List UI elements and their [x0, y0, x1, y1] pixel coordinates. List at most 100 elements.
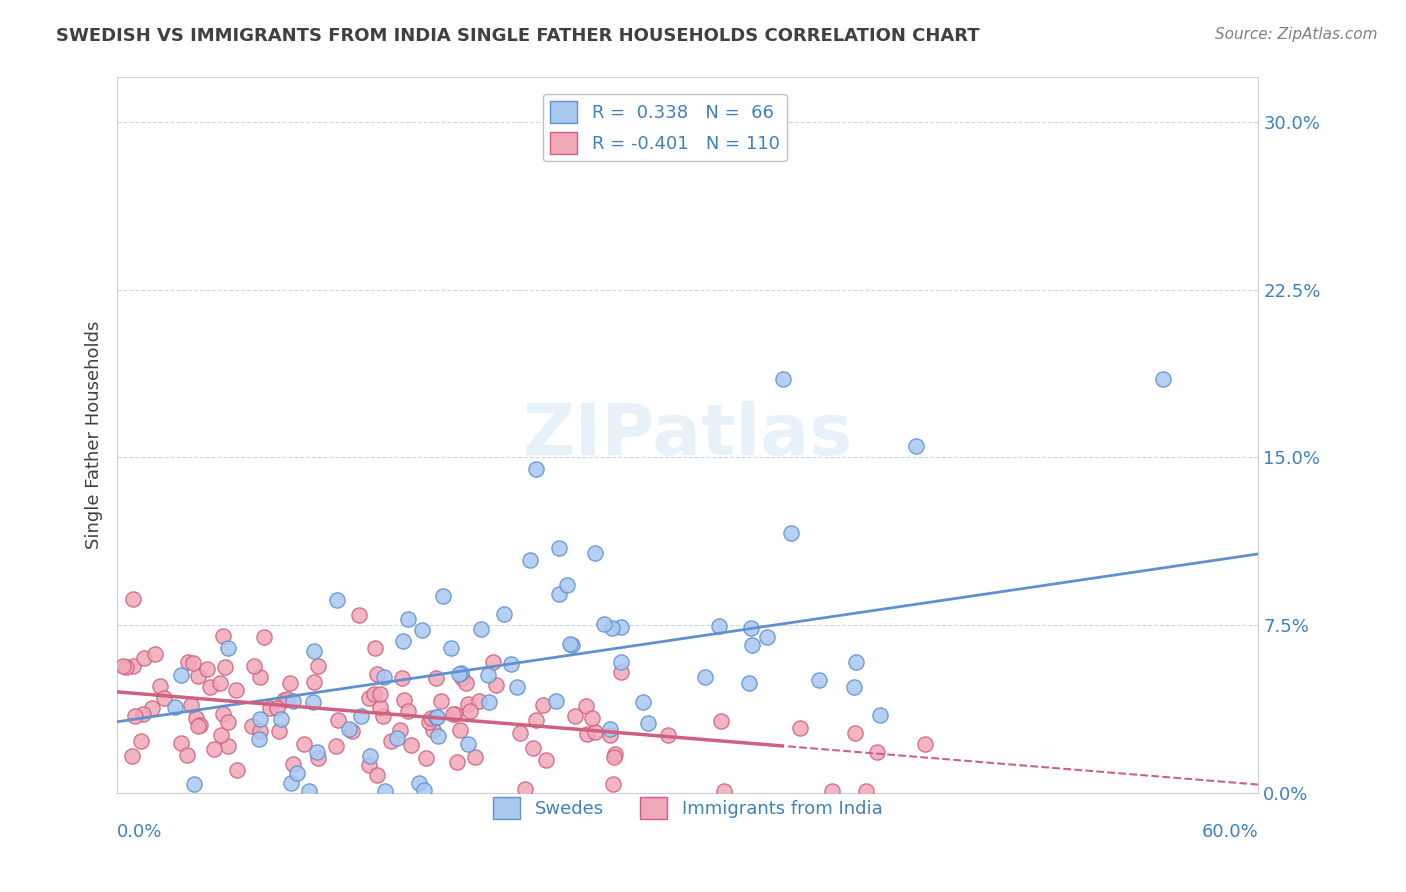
Point — [212, 707, 235, 722]
Point — [610, 619, 633, 633]
Point — [600, 621, 623, 635]
Point — [444, 706, 467, 721]
Point — [122, 658, 145, 673]
Point — [544, 694, 567, 708]
Point — [581, 711, 603, 725]
Point — [531, 698, 554, 713]
Point — [844, 680, 866, 694]
Point — [184, 711, 207, 725]
Point — [188, 718, 211, 732]
Text: 60.0%: 60.0% — [1202, 823, 1258, 841]
Point — [738, 676, 761, 690]
Point — [467, 694, 489, 708]
Point — [548, 586, 571, 600]
Point — [602, 777, 624, 791]
Point — [285, 765, 308, 780]
Point — [844, 656, 866, 670]
Point — [446, 756, 468, 770]
Point — [693, 670, 716, 684]
Point — [176, 748, 198, 763]
Point — [412, 783, 434, 797]
Point — [208, 676, 231, 690]
Point — [202, 742, 225, 756]
Point — [599, 723, 621, 737]
Point — [432, 589, 454, 603]
Point — [181, 656, 204, 670]
Point — [740, 621, 762, 635]
Point — [374, 783, 396, 797]
Point — [349, 608, 371, 623]
Point — [499, 657, 522, 671]
Point — [513, 782, 536, 797]
Y-axis label: Single Father Households: Single Father Households — [86, 321, 103, 549]
Point — [132, 706, 155, 721]
Point — [370, 686, 392, 700]
Point — [575, 727, 598, 741]
Point — [249, 731, 271, 746]
Point — [603, 750, 626, 764]
Point — [278, 676, 301, 690]
Point — [391, 633, 413, 648]
Point — [337, 723, 360, 737]
Point — [821, 783, 844, 797]
Point — [209, 727, 232, 741]
Point — [447, 667, 470, 681]
Point — [396, 612, 419, 626]
Point — [391, 671, 413, 685]
Point — [575, 698, 598, 713]
Point — [482, 656, 505, 670]
Point — [396, 704, 419, 718]
Point — [415, 751, 437, 765]
Point — [366, 768, 388, 782]
Point — [844, 725, 866, 739]
Point — [305, 745, 328, 759]
Point — [363, 688, 385, 702]
Point — [281, 756, 304, 771]
Point — [249, 723, 271, 738]
Point — [385, 731, 408, 746]
Point — [609, 655, 631, 669]
Point — [855, 783, 877, 797]
Point — [592, 616, 614, 631]
Point — [253, 630, 276, 644]
Point — [449, 723, 471, 737]
Point — [326, 593, 349, 607]
Point — [276, 692, 298, 706]
Point — [464, 750, 486, 764]
Point — [408, 775, 430, 789]
Point — [460, 704, 482, 718]
Point — [741, 638, 763, 652]
Point — [456, 675, 478, 690]
Point — [1152, 372, 1174, 386]
Point — [583, 725, 606, 739]
Point — [524, 713, 547, 727]
Point — [112, 659, 135, 673]
Point — [359, 691, 381, 706]
Point — [389, 723, 412, 737]
Point — [183, 777, 205, 791]
Text: SWEDISH VS IMMIGRANTS FROM INDIA SINGLE FATHER HOUSEHOLDS CORRELATION CHART: SWEDISH VS IMMIGRANTS FROM INDIA SINGLE … — [56, 27, 980, 45]
Point — [217, 640, 239, 655]
Point — [585, 546, 607, 560]
Point — [371, 708, 394, 723]
Point — [780, 525, 803, 540]
Point — [364, 641, 387, 656]
Point — [187, 719, 209, 733]
Point — [307, 659, 329, 673]
Point — [441, 706, 464, 721]
Point — [399, 739, 422, 753]
Point — [492, 607, 515, 621]
Point — [450, 665, 472, 680]
Point — [259, 701, 281, 715]
Point — [350, 709, 373, 723]
Point — [170, 668, 193, 682]
Point — [326, 713, 349, 727]
Point — [121, 748, 143, 763]
Point — [129, 733, 152, 747]
Point — [359, 758, 381, 772]
Point — [558, 637, 581, 651]
Point — [217, 739, 239, 753]
Point — [298, 783, 321, 797]
Point — [304, 675, 326, 690]
Point — [418, 714, 440, 729]
